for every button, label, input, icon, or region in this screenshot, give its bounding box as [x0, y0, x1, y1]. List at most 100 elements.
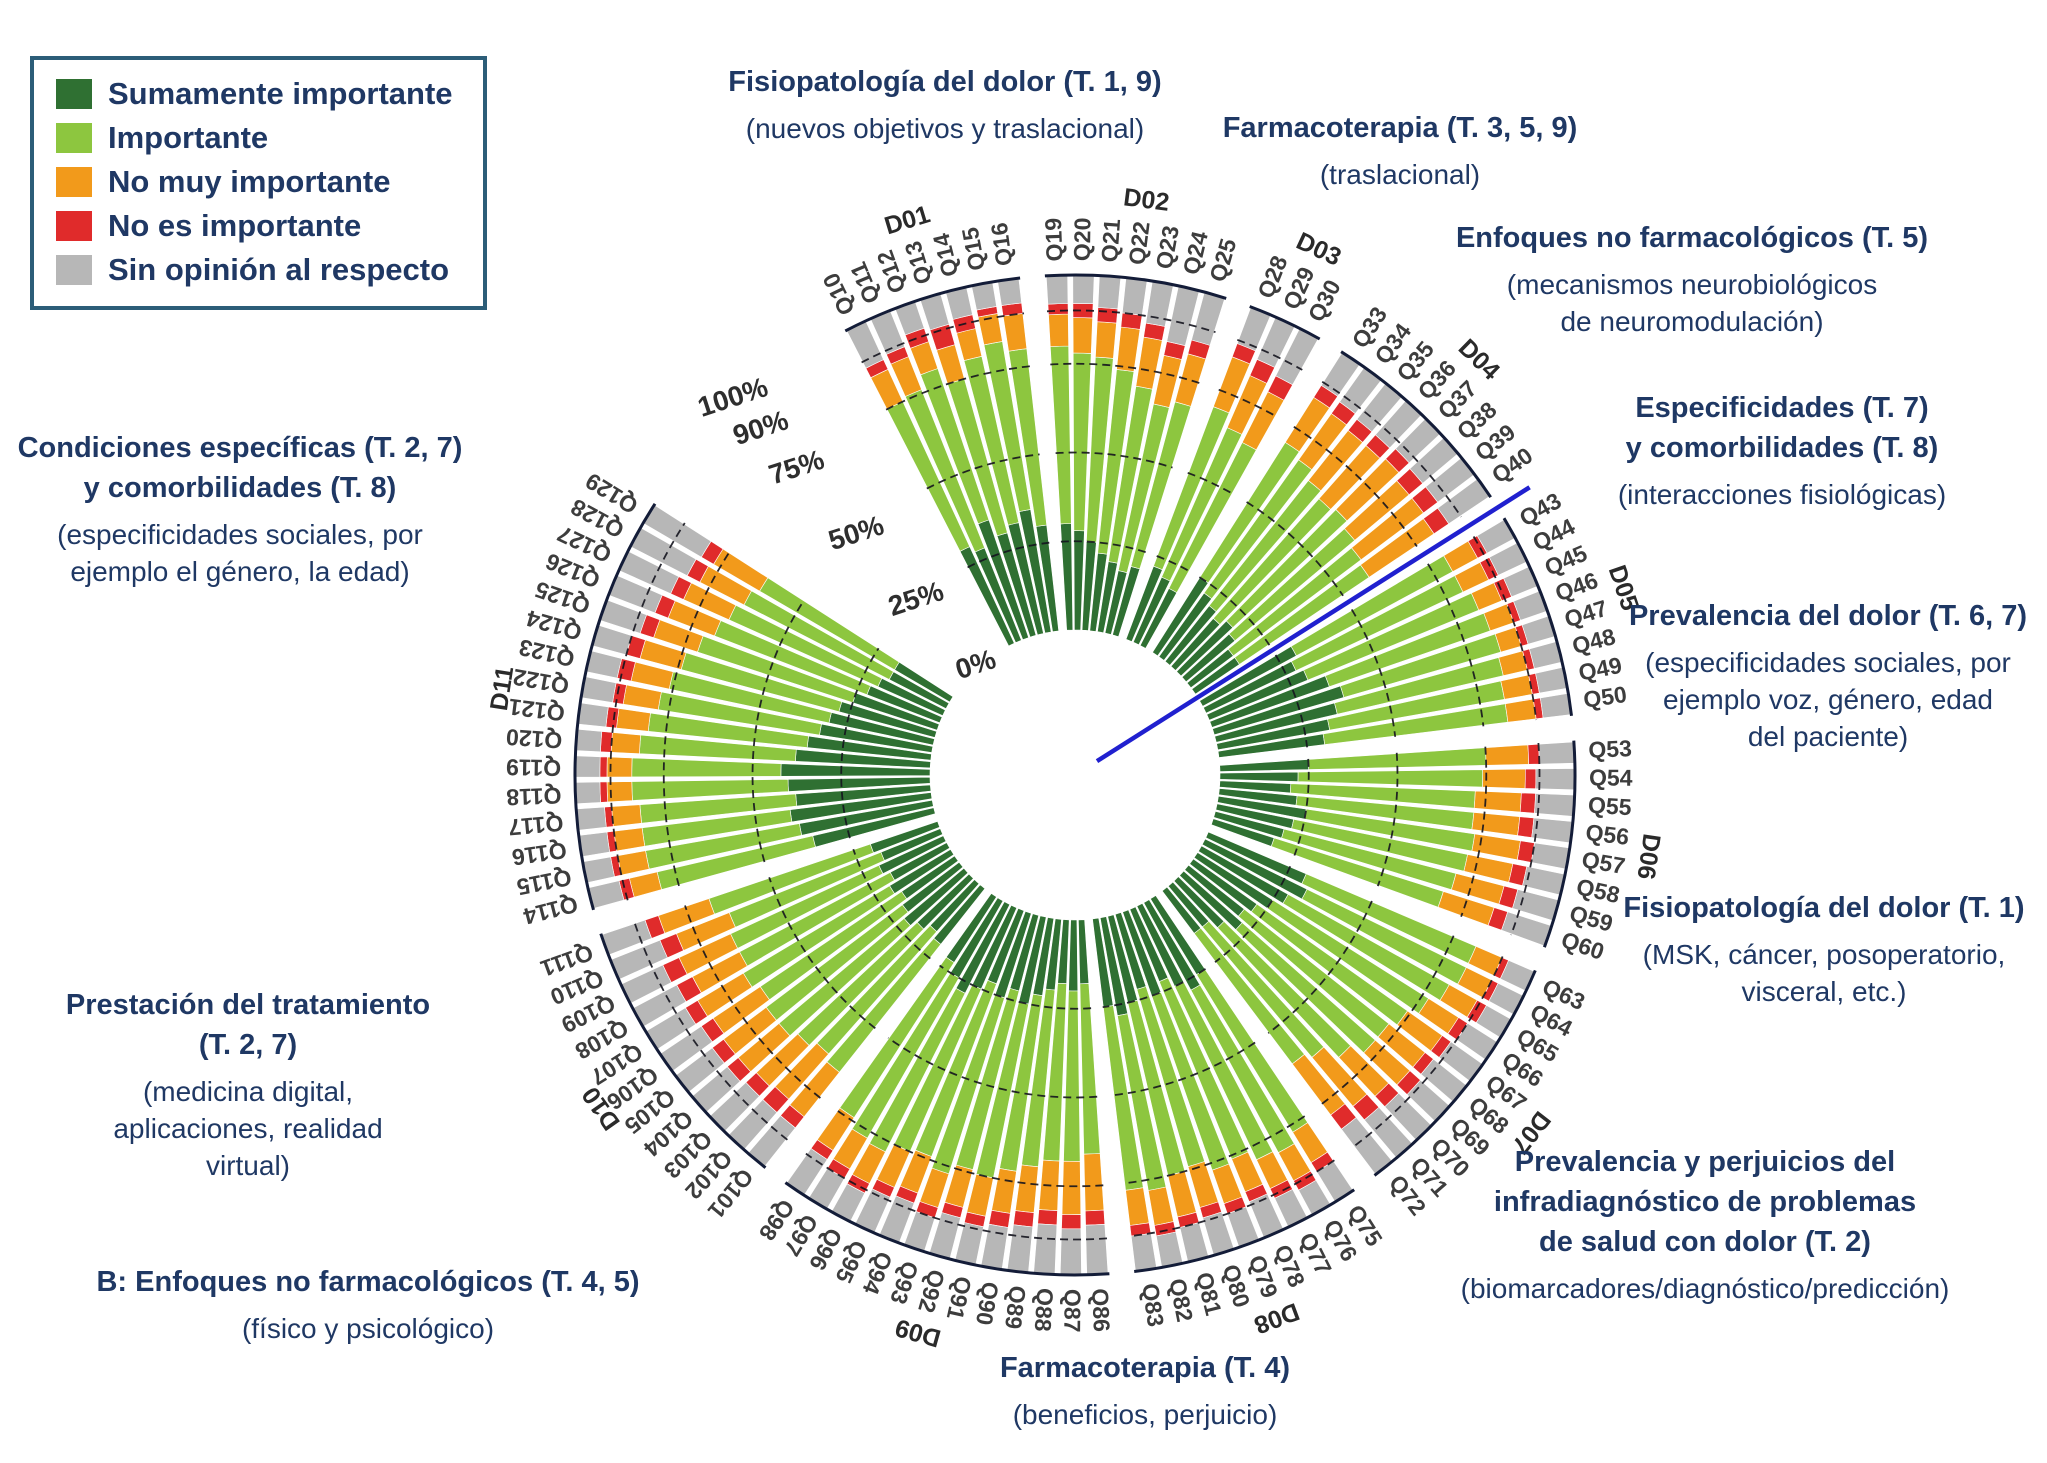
grid-arc: [1214, 865, 1292, 963]
bar-segment: [617, 850, 650, 876]
bar-segment: [1061, 1160, 1082, 1215]
bar-segment: [1519, 792, 1536, 814]
bar-segment: [616, 708, 651, 732]
legend-swatch-gray: [56, 255, 92, 285]
outer-ring-arc: [1044, 273, 1227, 300]
bar-segment: [1504, 698, 1537, 723]
grid-arc: [1321, 380, 1462, 518]
bar-segment: [585, 650, 623, 679]
outer-ring-arc: [1249, 305, 1321, 341]
bar-segment: [991, 1168, 1017, 1214]
bar-segment: [956, 328, 983, 361]
legend-swatch-red: [56, 211, 92, 241]
bar-segment: [575, 806, 607, 831]
legend-label: No muy importante: [108, 164, 391, 199]
grid-arc: [1060, 540, 1146, 554]
grid-arc: [1050, 362, 1200, 384]
domain-label: D08: [1250, 1297, 1303, 1339]
grid-arc: [684, 905, 821, 1099]
question-label: Q20: [1069, 217, 1096, 261]
question-label: Q120: [505, 724, 563, 754]
grid-arc: [1267, 900, 1373, 1034]
grid-arc: [1427, 563, 1485, 727]
bar-segment: [574, 781, 601, 805]
legend-item-no-muy-importante: No muy importante: [56, 164, 453, 200]
bar-segment: [1535, 666, 1568, 694]
bar-segment: [1482, 768, 1526, 789]
bar-segment: [613, 827, 646, 852]
legend-label: Sumamente importante: [108, 76, 453, 111]
grid-arc: [1472, 536, 1538, 721]
outer-ring-arc: [1340, 350, 1492, 499]
bar-segment: [1500, 674, 1533, 700]
grid-arc: [768, 877, 876, 1030]
grid-arc: [751, 599, 805, 863]
legend-item-importante: Importante: [56, 120, 453, 156]
outer-ring-arc: [573, 502, 657, 911]
bar-segment: [1006, 1224, 1034, 1274]
legend-box: Sumamente importante Importante No muy i…: [30, 56, 487, 310]
grid-arc: [1123, 1115, 1306, 1185]
question-label: Q55: [1587, 792, 1632, 821]
radial-axis-label: 75%: [765, 444, 828, 491]
question-label: Q22: [1123, 220, 1154, 266]
bar-segment: [1002, 313, 1028, 352]
question-label: Q118: [506, 783, 562, 811]
domain-label: D02: [1122, 183, 1171, 216]
question-label: Q54: [1589, 764, 1633, 790]
grid-arc: [1246, 501, 1344, 597]
legend-swatch-orange: [56, 167, 92, 197]
bar-segment: [580, 676, 617, 703]
legend-swatch-light-green: [56, 123, 92, 153]
bar-segment: [1147, 1186, 1174, 1226]
question-label: Q16: [986, 221, 1018, 268]
bar-segment: [1527, 743, 1540, 765]
bar-segment: [1068, 919, 1079, 992]
question-label: Q50: [1582, 681, 1629, 713]
domain-label: D09: [892, 1313, 944, 1352]
bar-segment: [1484, 744, 1530, 766]
grid-arc: [1055, 451, 1173, 469]
bar-segment: [599, 781, 609, 803]
bar-segment: [610, 732, 642, 755]
bar-segment: [1097, 275, 1122, 310]
radial-axis-label: 50%: [825, 509, 888, 556]
grid-arc: [1218, 388, 1277, 418]
grid-arc: [852, 848, 931, 960]
grid-arc: [1187, 471, 1234, 495]
bar-segment: [599, 756, 608, 778]
bar-segment: [954, 1222, 984, 1266]
question-label: Q116: [510, 837, 568, 871]
grid-arc: [1460, 746, 1488, 918]
grid-arc: [926, 453, 1040, 490]
question-label: Q53: [1588, 735, 1633, 763]
grid-arc: [939, 964, 1092, 1010]
bar-segment: [1095, 321, 1117, 359]
grid-arc: [861, 312, 1025, 364]
bar-segment: [1085, 1223, 1109, 1276]
bar-segment: [1048, 313, 1069, 348]
radial-axis-label: 0%: [952, 643, 1000, 685]
outer-ring-arc: [1502, 517, 1573, 716]
bar-segment: [611, 804, 642, 827]
question-label: Q15: [957, 225, 991, 273]
outer-ring-arc: [1373, 969, 1537, 1177]
grid-arc: [885, 365, 1030, 411]
bar-segment: [1059, 1228, 1082, 1276]
grid-arc: [1113, 1041, 1256, 1097]
bar-segment: [1061, 1214, 1082, 1230]
bar-segment: [1219, 771, 1299, 782]
radial-axis-label: 25%: [884, 575, 947, 622]
bar-segment: [1219, 759, 1310, 772]
grid-arc: [1046, 309, 1216, 334]
bar-segment: [1471, 812, 1521, 836]
bar-segment: [1084, 1209, 1106, 1226]
bar-segment: [574, 755, 601, 778]
domain-label: D05: [1603, 562, 1644, 615]
bar-segment: [1125, 1187, 1150, 1226]
grid-arc: [1320, 935, 1455, 1106]
bar-segment: [1517, 816, 1535, 838]
bar-segment: [600, 731, 613, 753]
bar-segment: [1297, 769, 1484, 788]
bar-segment: [1524, 768, 1537, 790]
